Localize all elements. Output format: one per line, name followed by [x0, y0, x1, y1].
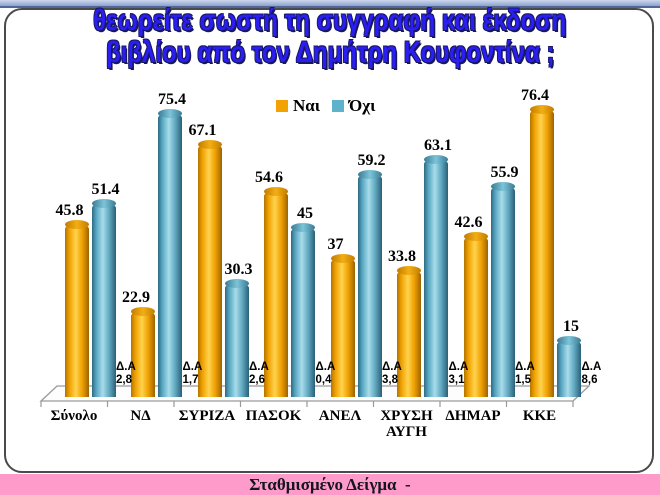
bar-yes-6 [463, 232, 488, 397]
legend-label-yes: Ναι [293, 96, 321, 115]
value-label-yes-3: 54.6 [255, 169, 283, 187]
bar-cap-icon [530, 104, 554, 114]
legend-item-yes: Ναι [276, 96, 320, 116]
bar-cap-icon [424, 155, 448, 165]
bar-yes-3 [264, 187, 288, 397]
bar-no-3 [291, 223, 315, 397]
bar-yes-4 [330, 253, 355, 397]
bar-no-4 [357, 169, 382, 397]
dont-know-label-6: Δ.Α 1,5 [515, 361, 535, 386]
category-label-5: ΧΡΥΣΗ ΑΥΓΗ [380, 408, 433, 440]
bar-cap-icon [91, 199, 116, 209]
bar-cap-icon [224, 278, 249, 288]
bar-cap-icon [131, 306, 155, 316]
dont-know-label-4: Δ.Α 3,8 [382, 361, 402, 386]
dont-know-label-5: Δ.Α 3,1 [448, 361, 469, 386]
value-label-no-4: 59.2 [357, 151, 386, 169]
bar-no-7 [557, 336, 581, 397]
value-label-no-7: 15 [563, 318, 579, 336]
value-label-no-2: 30.3 [224, 260, 253, 278]
value-label-yes-6: 42.6 [454, 214, 483, 232]
bar-cap-icon [197, 140, 222, 150]
bar-cap-icon [330, 253, 355, 263]
bar-no-5 [424, 155, 448, 397]
bar-yes-1 [131, 306, 155, 397]
dont-know-label-7: Δ.Α 8,6 [581, 361, 602, 386]
value-label-no-1: 75.4 [158, 90, 186, 108]
bar-no-6 [490, 182, 515, 397]
value-label-yes-7: 76.4 [521, 86, 549, 104]
value-label-no-0: 51.4 [91, 181, 120, 199]
category-label-6: ΔΗΜΑΡ [445, 408, 501, 424]
footer-strip: Σταθμισμένο Δείγμα - [0, 474, 660, 495]
bar-yes-5 [397, 265, 421, 397]
bar-cap-icon [158, 108, 182, 118]
category-label-7: ΚΚΕ [522, 408, 557, 424]
bar-yes-7 [530, 104, 554, 397]
bar-no-0 [91, 199, 116, 397]
value-label-no-3: 45 [297, 205, 313, 223]
legend-item-no: Όχι [332, 96, 375, 116]
category-label-1: ΝΔ [130, 408, 151, 424]
value-label-no-5: 63.1 [424, 137, 452, 155]
bar-cap-icon [357, 169, 382, 179]
category-label-3: ΠΑΣΟΚ [245, 408, 302, 424]
legend-swatch-yes-icon [276, 100, 288, 112]
chart-title-line2: βιβλίου από τον Δημήτρη Κουφοντίνα ; [105, 36, 555, 69]
category-label-4: ΑΝΕΛ [318, 408, 362, 424]
bar-yes-0 [64, 220, 89, 397]
legend: Ναι Όχι [276, 96, 375, 116]
chart-title: θεωρείτε σωστή τη συγγραφή και έκδοση βι… [0, 5, 660, 69]
category-label-0: Σύνολο [50, 408, 98, 424]
bar-cap-icon [490, 182, 515, 192]
dont-know-label-3: Δ.Α 0,4 [315, 361, 336, 386]
legend-label-no: Όχι [349, 96, 376, 115]
dont-know-label-2: Δ.Α 2,6 [249, 361, 269, 386]
bar-cap-icon [291, 223, 315, 233]
top-banner-strip [0, 0, 660, 8]
bar-cap-icon [397, 265, 421, 275]
value-label-yes-1: 22.9 [122, 288, 150, 306]
bar-cap-icon [557, 336, 581, 346]
bar-cap-icon [64, 220, 89, 230]
value-label-yes-5: 33.8 [388, 247, 416, 265]
dont-know-label-0: Δ.Α 2,8 [116, 361, 136, 386]
value-label-yes-0: 45.8 [55, 202, 84, 220]
bar-no-1 [158, 108, 182, 397]
bar-yes-2 [197, 140, 222, 397]
value-label-yes-4: 37 [327, 235, 344, 253]
category-label-2: ΣΥΡΙΖΑ [178, 408, 236, 424]
dont-know-label-1: Δ.Α 1,7 [182, 361, 203, 386]
value-label-no-6: 55.9 [490, 164, 519, 182]
value-label-yes-2: 67.1 [188, 122, 217, 140]
bar-cap-icon [463, 232, 488, 242]
bar-no-2 [224, 278, 249, 397]
chart-title-line1: θεωρείτε σωστή τη συγγραφή και έκδοση [93, 4, 567, 37]
bar-cap-icon [264, 187, 288, 197]
legend-swatch-no-icon [332, 100, 345, 112]
